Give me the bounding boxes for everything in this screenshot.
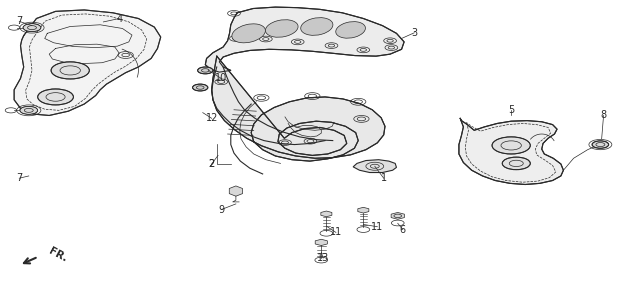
Circle shape: [20, 106, 38, 114]
Ellipse shape: [336, 22, 365, 38]
Polygon shape: [212, 56, 385, 161]
Text: 10: 10: [215, 73, 227, 84]
Text: 2: 2: [209, 159, 215, 169]
Circle shape: [193, 84, 208, 91]
Polygon shape: [321, 211, 332, 217]
Circle shape: [502, 157, 531, 170]
Ellipse shape: [301, 18, 333, 35]
Text: FR.: FR.: [47, 246, 69, 264]
Circle shape: [23, 24, 41, 32]
Circle shape: [492, 137, 531, 154]
Polygon shape: [358, 207, 369, 213]
Text: 11: 11: [330, 228, 342, 237]
Text: 9: 9: [218, 204, 224, 215]
Text: 13: 13: [317, 253, 330, 263]
Polygon shape: [353, 160, 396, 173]
Text: 4: 4: [116, 14, 122, 24]
Text: 8: 8: [600, 111, 607, 120]
Circle shape: [51, 62, 90, 79]
Text: 5: 5: [508, 105, 515, 115]
Polygon shape: [14, 10, 161, 115]
Text: 7: 7: [16, 16, 22, 26]
Text: 1: 1: [381, 173, 387, 183]
Ellipse shape: [232, 24, 266, 43]
Polygon shape: [391, 213, 404, 219]
Text: 6: 6: [400, 225, 406, 234]
Polygon shape: [316, 239, 327, 246]
Polygon shape: [229, 186, 243, 196]
Circle shape: [198, 67, 213, 74]
Polygon shape: [459, 118, 563, 185]
Text: 3: 3: [412, 28, 417, 38]
Circle shape: [38, 89, 74, 105]
Text: 11: 11: [371, 222, 383, 232]
Ellipse shape: [266, 20, 298, 37]
Text: 2: 2: [209, 159, 215, 169]
Polygon shape: [205, 7, 404, 72]
Circle shape: [592, 141, 609, 148]
Text: 12: 12: [205, 113, 218, 123]
Text: 7: 7: [16, 173, 22, 183]
